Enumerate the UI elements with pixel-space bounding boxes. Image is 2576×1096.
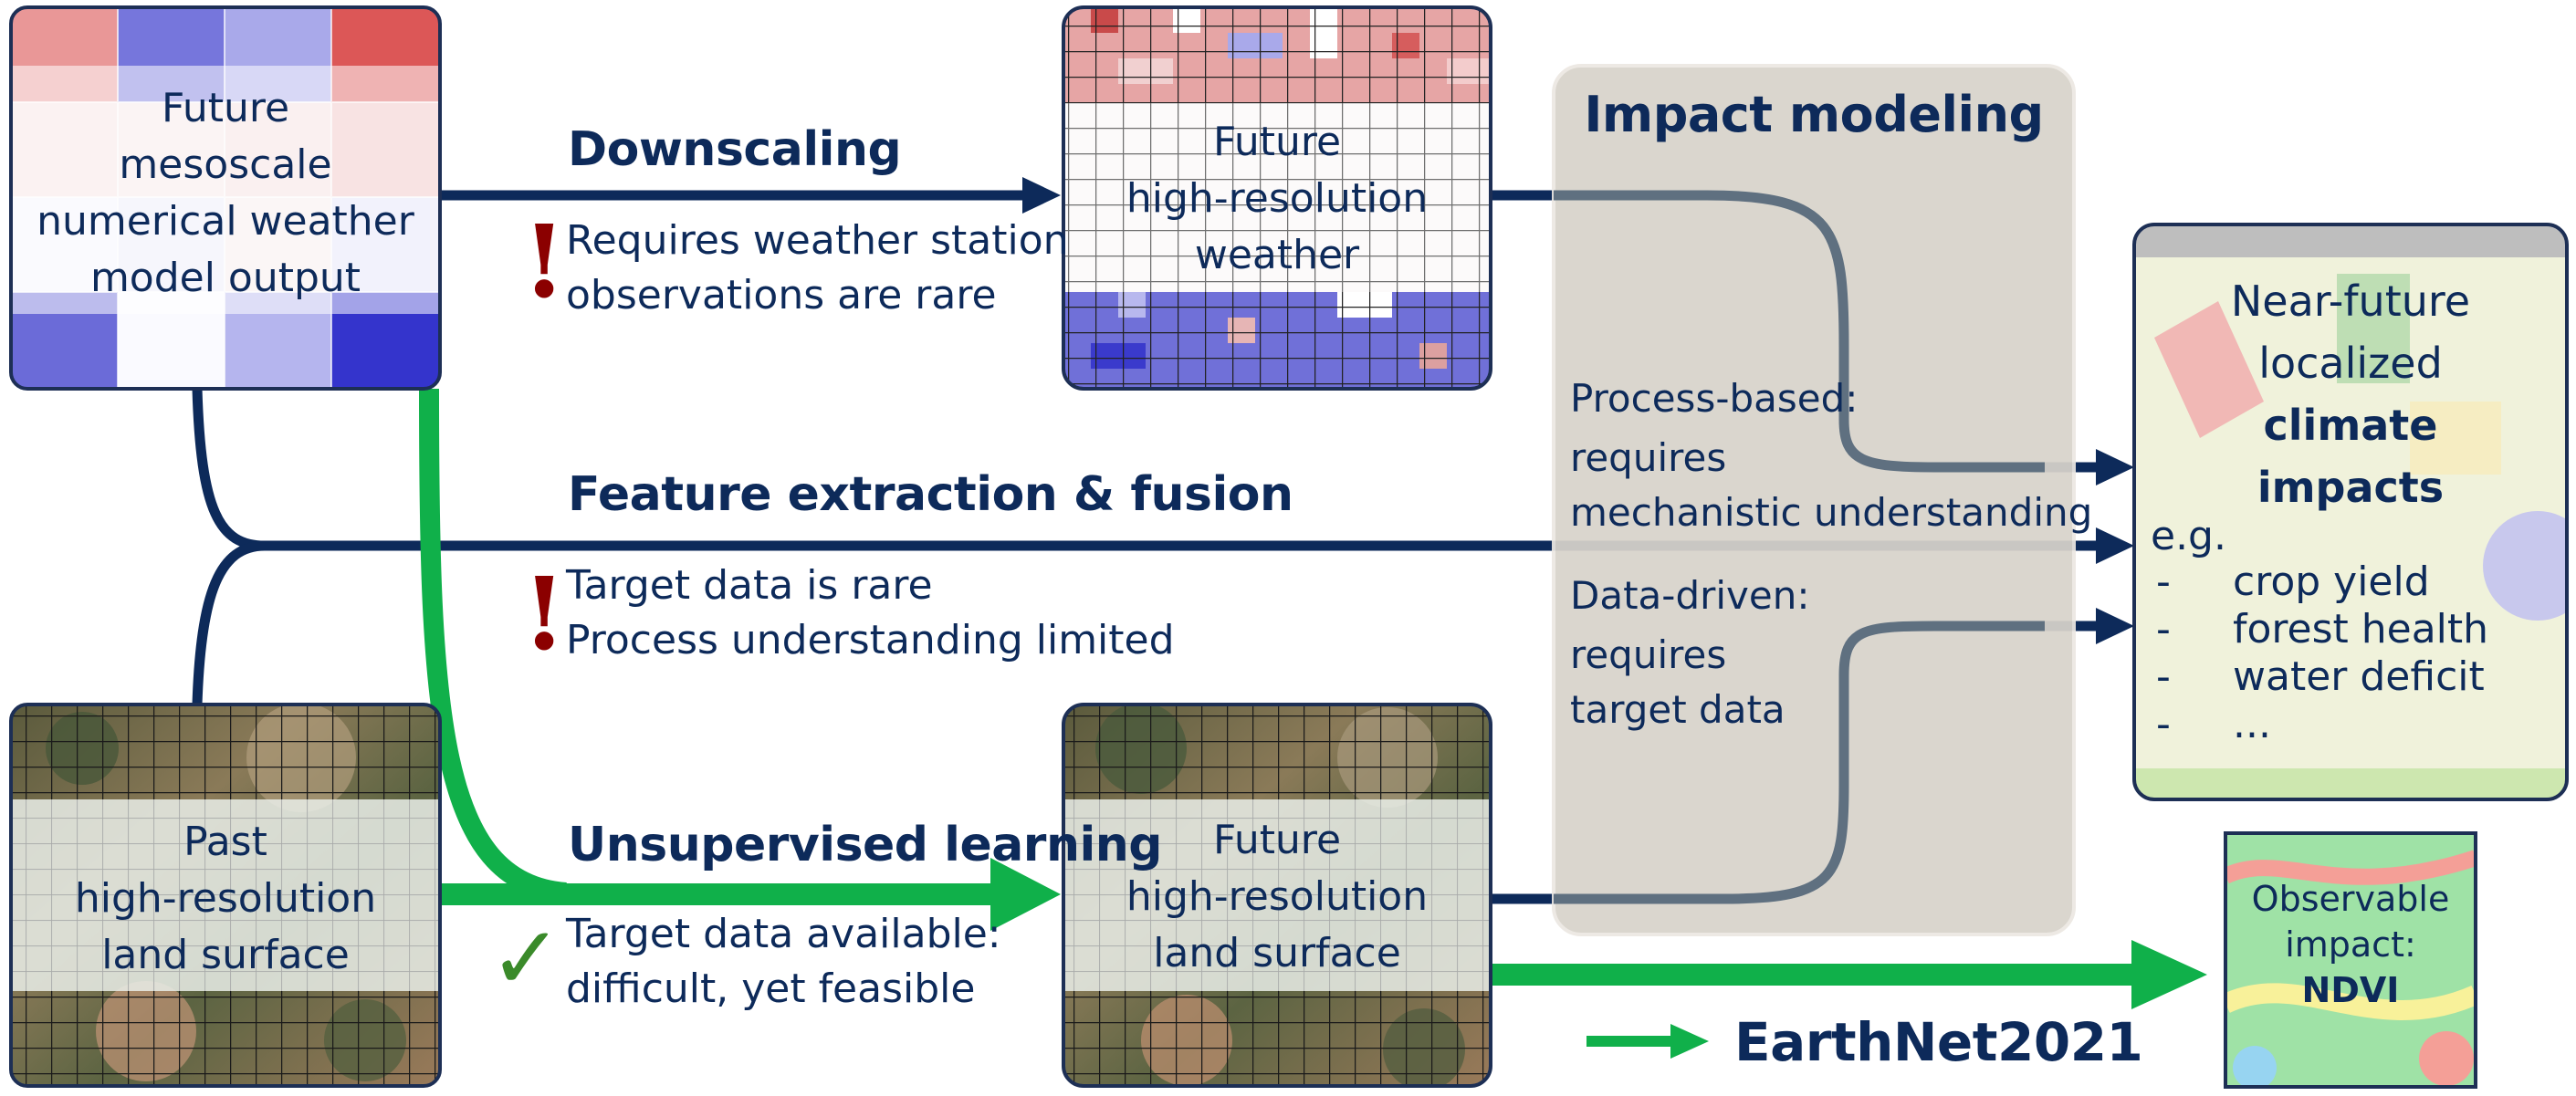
fusion-title: Feature extraction & fusion bbox=[568, 467, 1293, 522]
impact-list-item: - water deficit bbox=[2156, 653, 2488, 701]
future-land-card-border bbox=[1062, 703, 1492, 1088]
climate-impacts-line: Near-future bbox=[2230, 277, 2471, 326]
impact-modeling-title: Impact modeling bbox=[1584, 86, 2044, 143]
mesoscale-card-border bbox=[9, 5, 442, 391]
future-land-label-line: Future bbox=[1212, 817, 1342, 863]
downscaling-arrowhead bbox=[1022, 177, 1061, 214]
impact-list-text: crop yield bbox=[2233, 558, 2430, 605]
mesoscale-label: Future mesoscale numerical weather model… bbox=[11, 80, 440, 307]
process-arrowhead bbox=[2096, 449, 2134, 485]
impact-list-text: water deficit bbox=[2233, 653, 2485, 700]
fusion-notes: Target data is rare Process understandin… bbox=[566, 558, 1175, 668]
legend-label: EarthNet2021 bbox=[1734, 1011, 2143, 1073]
impact-list-item: -... bbox=[2156, 701, 2488, 748]
mesoscale-label-line: mesoscale bbox=[119, 141, 332, 188]
unsupervised-arrowhead bbox=[990, 858, 1061, 931]
unsupervised-title: Unsupervised learning bbox=[568, 818, 1163, 872]
downscaling-warning-mark: ! bbox=[522, 203, 567, 320]
impact-list-item: - crop yield bbox=[2156, 558, 2488, 606]
past-land-grid bbox=[11, 705, 440, 1086]
fusion-note-line: Target data is rare bbox=[566, 562, 933, 609]
process-based-notes: requires mechanistic understanding bbox=[1570, 431, 2092, 540]
climate-impacts-eg: e.g. bbox=[2151, 513, 2226, 559]
mesoscale-label-line: model output bbox=[89, 255, 361, 301]
downscaling-title: Downscaling bbox=[568, 122, 902, 177]
future-land-label: Future high-resolution land surface bbox=[1063, 812, 1491, 982]
impact-list-dash: - bbox=[2156, 701, 2171, 747]
unsupervised-check-icon: ✓ bbox=[489, 907, 563, 1009]
hires-weather-card-border bbox=[1062, 5, 1492, 391]
process-based-note-line: requires bbox=[1570, 435, 1727, 480]
legend-arrowhead bbox=[1670, 1024, 1709, 1059]
unsupervised-note-line: Target data available: bbox=[566, 911, 1001, 957]
past-land-label: Past high-resolution land surface bbox=[11, 814, 440, 984]
fusion-arrowhead bbox=[2096, 527, 2134, 564]
future-land-label-line: land surface bbox=[1153, 930, 1401, 976]
hires-weather-label-line: Future bbox=[1212, 119, 1342, 165]
hires-weather-grid bbox=[1063, 7, 1491, 389]
unsupervised-note-line: difficult, yet feasible bbox=[566, 966, 976, 1012]
past-land-card-border bbox=[9, 703, 442, 1088]
mesoscale-to-fusion-curve bbox=[192, 388, 266, 551]
observable-line: Observable bbox=[2251, 879, 2450, 919]
impact-list-text: ... bbox=[2233, 701, 2271, 747]
hires-weather-label: Future high-resolution weather bbox=[1063, 114, 1491, 284]
climate-impacts-bold-line: climate bbox=[2263, 401, 2438, 450]
downscaling-note-line: Requires weather station bbox=[566, 217, 1069, 264]
hires-weather-label-line: high-resolution bbox=[1126, 175, 1429, 222]
data-driven-note-line: requires bbox=[1570, 632, 1727, 677]
fusion-warning-mark: ! bbox=[522, 555, 567, 673]
data-driven-note-line: target data bbox=[1570, 687, 1785, 732]
mesoscale-label-line: numerical weather bbox=[37, 198, 414, 245]
past-land-label-line: high-resolution bbox=[74, 875, 377, 922]
downscaling-notes: Requires weather station observations ar… bbox=[566, 214, 1069, 323]
past-land-label-line: Past bbox=[183, 819, 267, 865]
climate-impacts-card-border bbox=[2132, 223, 2569, 801]
to-observable-arrowhead bbox=[2131, 940, 2207, 1009]
ndvi-map bbox=[2225, 833, 2476, 1087]
data-arrowhead bbox=[2096, 608, 2134, 644]
green-connectors bbox=[419, 388, 2207, 1059]
unsupervised-notes: Target data available: difficult, yet fe… bbox=[566, 907, 1001, 1017]
downscaling-note-line: observations are rare bbox=[566, 272, 997, 318]
impact-modeling-panel bbox=[1552, 64, 2076, 936]
observable-bold-line: NDVI bbox=[2301, 970, 2400, 1010]
ndvi-map-border bbox=[2224, 831, 2477, 1089]
observable-line: impact: bbox=[2285, 924, 2416, 965]
future-land-grid bbox=[1063, 705, 1491, 1086]
impact-list-text: forest health bbox=[2233, 606, 2489, 652]
past-land-label-line: land surface bbox=[101, 932, 350, 978]
observable-label: Observable impact: NDVI bbox=[2225, 876, 2476, 1013]
past-land-to-fusion-curve bbox=[192, 540, 266, 705]
climate-impacts-line: localized bbox=[2258, 339, 2443, 388]
process-based-label: Process-based: bbox=[1570, 376, 1859, 421]
fusion-note-line: Process understanding limited bbox=[566, 617, 1175, 663]
process-based-note-line: mechanistic understanding bbox=[1570, 490, 2093, 535]
mesoscale-label-line: Future bbox=[161, 85, 290, 131]
process-based-path bbox=[1554, 190, 2045, 473]
future-land-label-line: high-resolution bbox=[1126, 873, 1429, 920]
data-driven-path bbox=[1554, 621, 2045, 904]
impact-list-item: - forest health bbox=[2156, 606, 2488, 653]
hires-weather-label-line: weather bbox=[1194, 232, 1360, 278]
climate-impacts-bold-line: impacts bbox=[2257, 463, 2445, 512]
impact-list-dash: - bbox=[2156, 653, 2171, 700]
climate-impacts-bg bbox=[2134, 224, 2567, 799]
mesoscale-to-unsupervised-curve bbox=[419, 388, 567, 903]
data-driven-notes: requires target data bbox=[1570, 628, 1785, 737]
impact-list-dash: - bbox=[2156, 558, 2171, 605]
climate-impacts-list: - crop yield - forest health - water defici… bbox=[2156, 558, 2488, 748]
mesoscale-grid bbox=[11, 7, 440, 389]
impact-list-dash: - bbox=[2156, 606, 2171, 652]
climate-impacts-heading: Near-future localized climate impacts bbox=[2134, 270, 2567, 518]
data-driven-label: Data-driven: bbox=[1570, 573, 1810, 618]
